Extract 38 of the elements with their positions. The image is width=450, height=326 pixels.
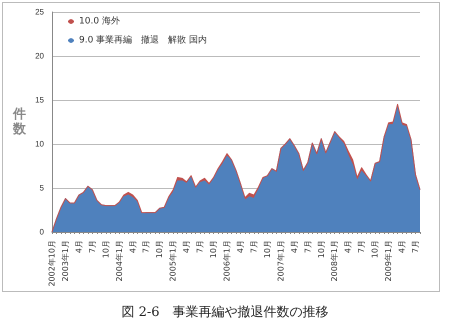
x-tick-label: 7月 (88, 240, 97, 254)
y-tick-label: 10 (35, 140, 45, 148)
x-tick-label: 2009年1月 (384, 240, 394, 282)
y-tick-label: 0 (40, 228, 45, 236)
x-tick-label: 2008年1月 (330, 240, 340, 282)
y-tick-label: 20 (35, 52, 45, 60)
text: 図 2-6 事業再編や撤退件数の推移 (121, 305, 329, 320)
x-tick-label: 10月 (370, 240, 380, 258)
x-tick-label: 7月 (142, 240, 151, 254)
x-tick-label: 10月 (101, 240, 110, 258)
x-tick-label: 4月 (236, 240, 245, 254)
x-tick-label: 2003年1月 (60, 240, 70, 282)
x-tick-label: 4月 (398, 240, 407, 254)
x-tick-label: 7月 (411, 240, 420, 254)
x-tick-label: 4月 (290, 240, 299, 254)
x-tick-label: 4月 (182, 240, 192, 254)
x-tick-label: 7月 (196, 240, 205, 254)
x-tick-label: 4月 (74, 240, 84, 254)
x-tick-label: 7月 (303, 240, 312, 254)
x-tick-label: 7月 (357, 240, 366, 254)
x-tick-label: 2006年1月 (222, 240, 232, 282)
y-tick-label: 25 (35, 8, 45, 16)
x-tick-label: 7月 (249, 240, 258, 254)
x-tick-label: 10月 (262, 240, 272, 258)
x-tick-label: 4月 (344, 240, 353, 254)
x-tick-label: 2002年10月 (48, 240, 56, 287)
x-tick-label: 10月 (316, 240, 326, 258)
x-tick-label: 2005年1月 (168, 240, 178, 282)
x-tick-label: 10月 (209, 240, 218, 258)
legend-label: 10.0 海外 (79, 16, 120, 26)
x-tick-label: 10月 (155, 240, 164, 258)
x-tick-label: 2004年1月 (114, 240, 124, 282)
x-tick-label: 4月 (128, 240, 138, 254)
x-tick-label: 2007年1月 (276, 240, 286, 282)
legend-label: 9.0 事業再編 撤退 解散 国内 (79, 34, 208, 46)
y-tick-label: 15 (35, 96, 45, 104)
y-axis-title: 件数 (12, 107, 27, 137)
y-tick-label: 5 (40, 184, 45, 192)
